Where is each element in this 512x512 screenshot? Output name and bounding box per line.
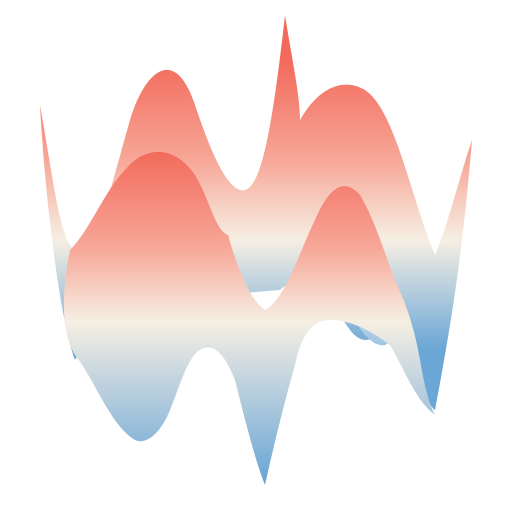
front-wave-sheet <box>63 151 436 485</box>
front-spike <box>210 235 240 330</box>
